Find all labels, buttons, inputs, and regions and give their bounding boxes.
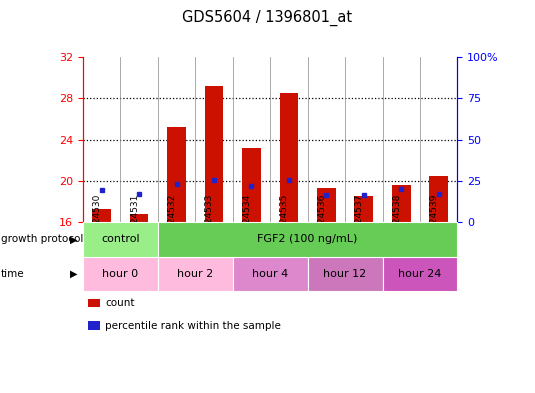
Bar [420,222,457,259]
Text: GDS5604 / 1396801_at: GDS5604 / 1396801_at [182,9,353,26]
Bar [233,257,308,291]
Text: GSM1224530: GSM1224530 [93,194,102,254]
Bar [158,222,457,257]
Bar [130,214,149,222]
Text: GSM1224534: GSM1224534 [242,194,251,254]
Bar [270,222,308,259]
Text: growth protocol: growth protocol [1,234,83,244]
Text: ▶: ▶ [70,269,77,279]
Bar [308,222,345,259]
Text: GSM1224532: GSM1224532 [167,194,177,254]
Text: control: control [101,234,140,244]
Bar [280,93,299,222]
Bar [83,222,158,257]
Bar [167,127,186,222]
Text: count: count [105,298,135,308]
Bar [83,257,158,291]
Text: GSM1224537: GSM1224537 [355,194,364,254]
Text: FGF2 (100 ng/mL): FGF2 (100 ng/mL) [257,234,358,244]
Text: GSM1224536: GSM1224536 [317,194,326,254]
Bar [205,86,224,222]
Bar [242,148,261,222]
Text: GSM1224533: GSM1224533 [205,194,214,254]
Text: time: time [1,269,24,279]
Text: GSM1224538: GSM1224538 [392,194,401,254]
Bar [317,188,336,222]
Text: GSM1224535: GSM1224535 [280,194,289,254]
Text: GSM1224531: GSM1224531 [130,194,139,254]
Bar [308,257,383,291]
Text: hour 24: hour 24 [398,269,442,279]
Bar [83,222,120,259]
Bar [158,222,195,259]
Text: GSM1224539: GSM1224539 [430,194,439,254]
Bar [430,176,448,222]
Text: ▶: ▶ [70,234,77,244]
Bar [383,222,420,259]
Text: hour 0: hour 0 [102,269,139,279]
Text: hour 2: hour 2 [177,269,213,279]
Bar [93,209,111,222]
Bar [158,257,233,291]
Text: hour 4: hour 4 [252,269,288,279]
Bar [345,222,383,259]
Bar [392,185,411,222]
Bar [383,257,457,291]
Text: percentile rank within the sample: percentile rank within the sample [105,321,281,331]
Bar [195,222,233,259]
Bar [233,222,270,259]
Text: hour 12: hour 12 [324,269,366,279]
Bar [355,196,373,222]
Bar [120,222,158,259]
